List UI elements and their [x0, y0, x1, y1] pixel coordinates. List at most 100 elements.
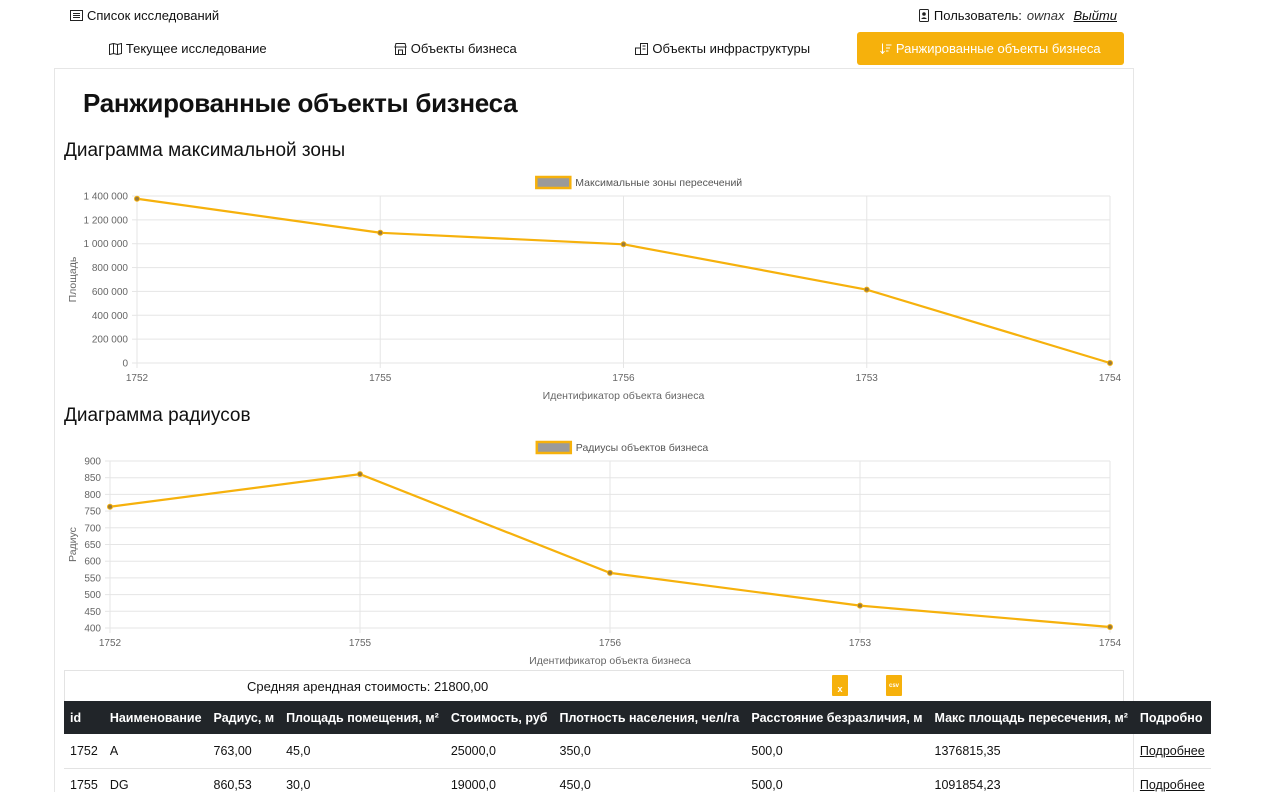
x-tick-label: 1752	[126, 373, 149, 384]
x-tick-label: 1756	[612, 373, 635, 384]
radii-chart: 400 450 500 550 600 650 700 750 800 850 900 1752 175…	[60, 436, 1130, 670]
y-tick-label: 800	[84, 490, 101, 501]
tab-label: Объекты инфраструктуры	[652, 41, 811, 56]
column-header: Радиус, м	[213, 710, 275, 725]
user-label: Пользователь:	[933, 8, 1022, 23]
y-tick-label: 650	[84, 540, 101, 551]
column-header: Площадь помещения, м²	[286, 710, 439, 725]
y-tick-label: 850	[84, 473, 101, 484]
average-rent: Средняя арендная стоимость: 21800,00	[247, 679, 489, 694]
table-cell: 1755	[70, 778, 98, 792]
y-tick-label: 900	[84, 457, 101, 468]
table-cell: 1752	[70, 743, 98, 758]
table-cell: 19000,0	[450, 778, 496, 792]
table-cell: 763,00	[213, 743, 252, 758]
radii-chart-title: Диаграмма радиусов	[64, 405, 251, 426]
table-cell: 25000,0	[450, 743, 496, 758]
y-axis-label: Площадь	[67, 256, 79, 302]
page-title: Ранжированные объекты бизнеса	[83, 88, 518, 118]
data-point	[620, 241, 627, 248]
data-point	[134, 195, 140, 202]
table-body: 1752 A 763,00 45,0 25000,0 350,0 500,0 1376815,…	[64, 734, 1211, 792]
x-tick-label: 1755	[369, 373, 392, 384]
table-cell: 450,0	[559, 778, 591, 792]
y-tick-label: 1 400 000	[84, 192, 129, 203]
data-table: id Наименование Радиус, м Площадь помещения…	[64, 701, 1211, 792]
export-csv-icon[interactable]: csv	[886, 675, 902, 696]
tab-current-study[interactable]: Текущее исследование	[54, 32, 322, 65]
y-tick-label: 400 000	[92, 311, 129, 322]
data-point	[857, 602, 863, 609]
tab-ranked-business-objects[interactable]: Ранжированные объекты бизнеса	[856, 32, 1124, 65]
tab-label: Ранжированные объекты бизнеса	[895, 41, 1101, 56]
table-cell: 500,0	[751, 778, 783, 792]
data-point	[357, 471, 363, 478]
table-row: 1755 DG 860,53 30,0 19000,0 450,0 500,0 1091854…	[64, 768, 1211, 792]
y-tick-label: 1 200 000	[84, 215, 129, 226]
max-zone-chart-title: Диаграмма максимальной зоны	[64, 140, 346, 161]
details-link[interactable]: Подробнее	[1139, 743, 1205, 758]
buildings-icon	[635, 42, 649, 55]
y-tick-label: 0	[122, 359, 128, 370]
y-tick-label: 550	[84, 573, 101, 584]
table-cell: 30,0	[286, 778, 311, 792]
shop-icon	[394, 42, 407, 55]
column-header: Подробно	[1139, 710, 1203, 725]
ranked-objects-table: Средняя арендная стоимость: 21800,00 x c…	[64, 670, 1211, 792]
table-cell: 350,0	[559, 743, 591, 758]
column-header: Стоимость, руб	[450, 710, 548, 725]
y-tick-label: 600 000	[92, 287, 129, 298]
y-tick-label: 200 000	[92, 335, 129, 346]
top-bar: Список исследований Пользователь: ownax …	[0, 0, 1280, 30]
x-tick-label: 1755	[349, 638, 372, 649]
user-badge-icon	[918, 9, 929, 22]
map-icon	[108, 42, 122, 55]
tab-business-objects[interactable]: Объекты бизнеса	[322, 32, 590, 65]
table-info-bar: Средняя арендная стоимость: 21800,00 x c…	[64, 670, 1124, 701]
radii-chart-svg: 400 450 500 550 600 650 700 750 800 850 900 1752 175…	[67, 440, 1122, 667]
column-header: id	[70, 710, 82, 725]
list-icon	[70, 10, 83, 21]
data-point	[863, 286, 870, 293]
y-tick-label: 700	[84, 523, 101, 534]
details-link[interactable]: Подробнее	[1139, 778, 1205, 792]
data-point	[107, 503, 113, 510]
table-cell: DG	[109, 778, 129, 792]
y-tick-label: 1 000 000	[84, 239, 129, 250]
x-tick-label: 1753	[849, 638, 872, 649]
x-axis-label: Идентификатор объекта бизнеса	[543, 390, 705, 402]
column-header: Плотность населения, чел/га	[559, 710, 740, 725]
x-tick-label: 1752	[99, 638, 122, 649]
table-cell: 1091854,23	[934, 778, 1001, 792]
table-cell: 1376815,35	[934, 743, 1001, 758]
logout-link[interactable]: Выйти	[1073, 8, 1117, 23]
data-point	[607, 569, 613, 576]
main-tabs: Текущее исследование Объекты бизнеса Объ…	[54, 32, 1124, 65]
legend-label: Радиусы объектов бизнеса	[576, 442, 709, 454]
table-cell: A	[109, 743, 119, 758]
y-tick-label: 750	[84, 507, 101, 518]
user-box: Пользователь: ownax Выйти	[918, 8, 1117, 23]
y-tick-label: 800 000	[92, 263, 129, 274]
x-tick-label: 1756	[599, 638, 622, 649]
column-header: Наименование	[109, 710, 202, 725]
legend-swatch	[535, 440, 573, 455]
x-axis-label: Идентификатор объекта бизнеса	[529, 655, 691, 667]
max-zone-chart: 0 200 000 400 000 600 000 800 000 1 000 000 1 …	[60, 170, 1130, 405]
table-cell: 500,0	[751, 743, 783, 758]
table-row: 1752 A 763,00 45,0 25000,0 350,0 500,0 1376815,…	[64, 734, 1211, 768]
y-axis-label: Радиус	[67, 527, 79, 562]
export-excel-icon[interactable]: x	[832, 675, 848, 696]
tab-label: Текущее исследование	[125, 41, 267, 56]
data-point	[1107, 360, 1113, 366]
table-cell: 860,53	[213, 778, 252, 792]
column-header: Макс площадь пересечения, м²	[934, 710, 1128, 725]
data-point	[377, 229, 384, 236]
tab-infrastructure-objects[interactable]: Объекты инфраструктуры	[589, 32, 857, 65]
y-tick-label: 500	[84, 590, 101, 601]
study-list-link[interactable]: Список исследований	[70, 8, 219, 23]
table-header-row: id Наименование Радиус, м Площадь помещения…	[64, 701, 1211, 734]
y-tick-label: 600	[84, 557, 101, 568]
table-cell: 45,0	[286, 743, 311, 758]
x-tick-label: 1754	[1099, 373, 1122, 384]
